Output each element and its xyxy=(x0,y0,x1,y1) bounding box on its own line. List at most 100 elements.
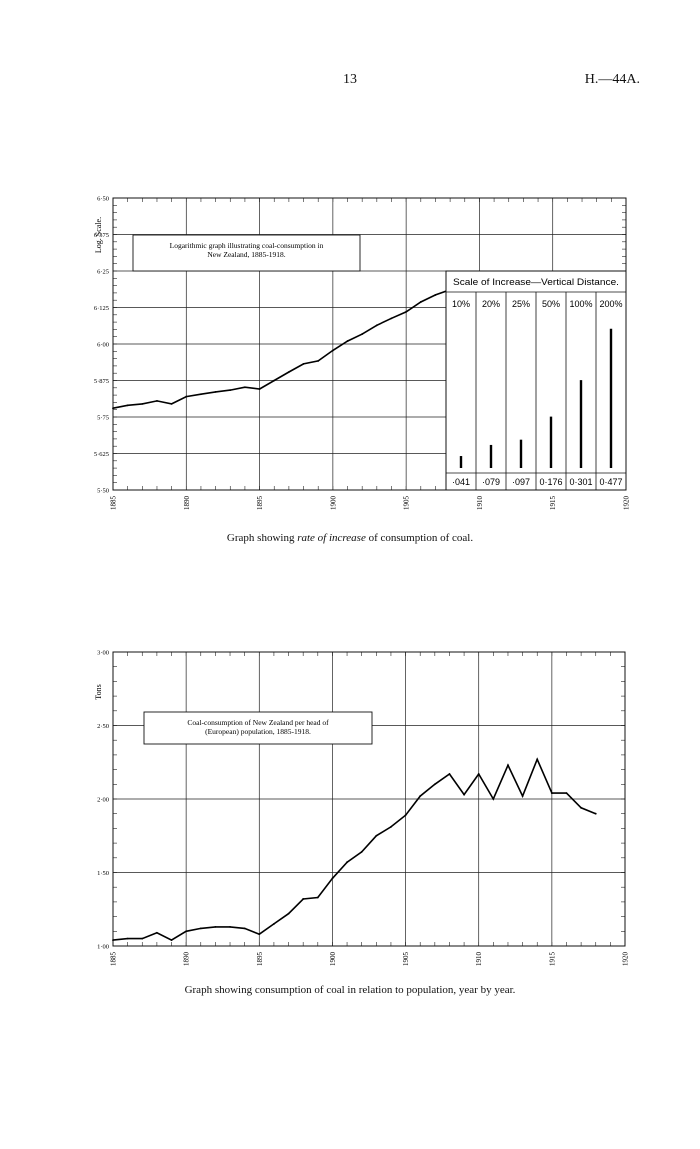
data-point xyxy=(434,294,437,296)
inset-percent-label: 50% xyxy=(542,299,560,309)
data-point xyxy=(419,795,422,797)
inset-percent-label: 100% xyxy=(569,299,592,309)
inset-value-label: ·041 xyxy=(452,477,470,487)
data-point xyxy=(258,388,261,390)
data-point xyxy=(580,806,583,809)
y-tick-label: 2·00 xyxy=(97,797,109,804)
y-tick-label: 6·00 xyxy=(97,342,109,349)
caption-1-emphasis: rate of increase xyxy=(297,532,366,544)
y-tick-label: 3·00 xyxy=(97,650,109,657)
data-point xyxy=(243,927,246,930)
data-point xyxy=(258,933,261,936)
data-point xyxy=(375,834,378,837)
data-point xyxy=(214,390,217,393)
x-tick-label: 1890 xyxy=(183,952,191,967)
inset-percent-label: 20% xyxy=(482,299,500,309)
data-point xyxy=(302,898,305,900)
x-tick-label: 1915 xyxy=(548,952,556,967)
document-reference: H.—44A. xyxy=(584,72,640,87)
data-point xyxy=(244,386,246,389)
data-point xyxy=(273,379,276,382)
inset-value-label: 0·176 xyxy=(539,477,562,487)
x-tick-label: 1895 xyxy=(256,496,264,511)
x-tick-label: 1900 xyxy=(329,952,337,967)
caption-1-post: of consumption of coal. xyxy=(365,532,474,544)
inset-title: Scale of Increase—Vertical Distance. xyxy=(453,277,619,287)
data-point xyxy=(390,317,393,320)
chart-title-box xyxy=(143,711,373,745)
y-tick-label: 6·375 xyxy=(94,232,109,239)
data-point xyxy=(331,877,334,880)
y-axis-label: Log. Scale. xyxy=(94,217,103,253)
data-point xyxy=(521,795,524,797)
data-point xyxy=(375,324,378,327)
chart-title: Coal-consumption of New Zealand per head… xyxy=(187,718,329,736)
chart-title-line-2: (European) population, 1885-1918. xyxy=(205,727,311,736)
x-tick-label: 1910 xyxy=(475,952,483,967)
data-point xyxy=(565,792,568,795)
inset-value-label: ·079 xyxy=(482,477,500,487)
chart-title-box xyxy=(132,234,361,272)
data-point xyxy=(405,310,408,313)
data-point xyxy=(185,930,188,933)
x-tick-label: 1920 xyxy=(622,952,630,967)
x-tick-label: 1920 xyxy=(623,496,631,511)
y-tick-label: 2·50 xyxy=(97,723,109,730)
x-tick-label: 1905 xyxy=(403,496,411,511)
data-point xyxy=(170,402,173,405)
x-tick-label: 1905 xyxy=(402,952,410,967)
y-tick-label: 5·875 xyxy=(94,378,109,385)
data-point xyxy=(594,812,597,815)
data-point xyxy=(361,333,364,335)
data-point xyxy=(477,773,480,775)
log-coal-consumption-chart: 1885 1890 1895 1900 1905 1910 1915 1920 5·50 5·62… xyxy=(94,196,631,511)
x-tick-label: 1895 xyxy=(256,952,264,967)
data-point xyxy=(200,393,202,396)
data-point xyxy=(112,939,114,942)
data-point xyxy=(507,764,509,767)
data-point xyxy=(360,851,363,853)
coal-per-head-chart: 1885 1890 1895 1900 1905 1910 1915 1920 1·00 1·50… xyxy=(94,650,630,967)
data-point xyxy=(199,927,202,930)
data-point xyxy=(316,896,319,899)
data-point xyxy=(126,404,129,407)
data-point xyxy=(229,389,232,392)
data-point xyxy=(331,349,334,352)
y-tick-label: 5·75 xyxy=(97,415,109,422)
y-tick-label: 6·25 xyxy=(97,269,109,276)
x-tick-label: 1915 xyxy=(549,496,557,511)
scale-of-increase-inset: Scale of Increase—Vertical Distance. 10% ·… xyxy=(445,270,627,491)
data-point xyxy=(185,395,188,398)
y-tick-label: 1·50 xyxy=(97,870,109,877)
data-point xyxy=(126,937,129,940)
data-point xyxy=(302,362,305,365)
data-point xyxy=(550,792,553,795)
data-point xyxy=(404,814,407,817)
data-point xyxy=(346,340,349,342)
series-line xyxy=(112,757,596,942)
data-point xyxy=(141,402,144,405)
x-tick-label: 1885 xyxy=(110,496,118,511)
chart-title: Logarithmic graph illustrating coal-cons… xyxy=(170,241,324,259)
x-tick-label: 1900 xyxy=(329,496,337,511)
y-tick-label: 6·50 xyxy=(97,196,109,203)
data-point xyxy=(317,360,320,362)
data-point xyxy=(287,371,290,373)
chart-title-line-1: Coal-consumption of New Zealand per head… xyxy=(187,718,329,727)
data-point xyxy=(170,939,173,942)
data-point xyxy=(155,931,158,934)
x-tick-label: 1885 xyxy=(110,952,118,967)
data-point xyxy=(433,783,436,786)
y-tick-label: 6·125 xyxy=(94,305,109,312)
page-number: 13 xyxy=(343,72,357,87)
data-point xyxy=(112,407,114,410)
data-point xyxy=(492,798,495,800)
plot-frame xyxy=(112,651,626,947)
data-point xyxy=(390,826,392,828)
data-point xyxy=(536,758,539,761)
y-tick-label: 5·625 xyxy=(94,451,109,458)
x-tick-label: 1910 xyxy=(476,496,484,511)
data-point xyxy=(214,925,217,928)
inset-percent-label: 25% xyxy=(512,299,530,309)
inset-value-label: ·097 xyxy=(512,477,530,487)
